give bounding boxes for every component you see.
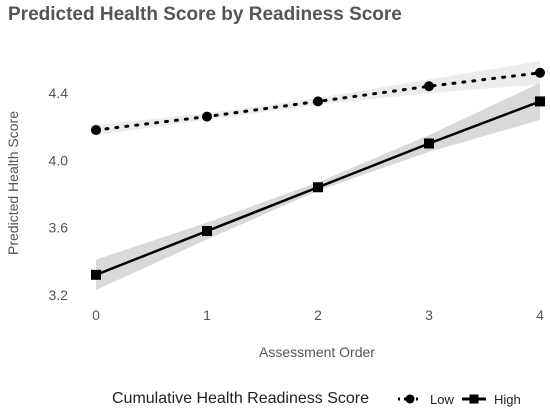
legend-title: Cumulative Health Readiness Score bbox=[112, 390, 369, 407]
y-tick-label: 4.4 bbox=[49, 85, 69, 101]
point-low-0 bbox=[91, 125, 101, 136]
point-low-4 bbox=[535, 67, 545, 78]
y-axis-ticks: 3.2 3.6 4.0 4.4 bbox=[49, 85, 69, 303]
point-low-1 bbox=[202, 111, 212, 122]
y-axis-title: Predicted Health Score bbox=[5, 111, 21, 255]
point-high-3 bbox=[424, 138, 434, 149]
series-line-low bbox=[94, 71, 542, 132]
x-tick-label: 4 bbox=[536, 307, 544, 323]
point-low-2 bbox=[313, 96, 323, 107]
series-markers bbox=[91, 67, 545, 280]
y-tick-label: 3.6 bbox=[49, 220, 69, 236]
x-tick-label: 0 bbox=[92, 307, 100, 323]
point-high-2 bbox=[313, 182, 323, 193]
y-tick-label: 4.0 bbox=[49, 152, 69, 168]
point-high-4 bbox=[535, 96, 545, 107]
legend-low-marker bbox=[405, 394, 415, 404]
legend: Cumulative Health Readiness Score Low Hi… bbox=[112, 390, 521, 407]
x-tick-label: 2 bbox=[314, 307, 322, 323]
legend-label-low: Low bbox=[430, 392, 454, 407]
legend-high-marker bbox=[469, 394, 479, 404]
point-high-1 bbox=[202, 226, 212, 237]
x-tick-label: 3 bbox=[425, 307, 433, 323]
point-low-3 bbox=[424, 81, 434, 92]
confidence-ribbons bbox=[96, 61, 540, 290]
legend-label-high: High bbox=[494, 392, 521, 407]
x-axis-ticks: 0 1 2 3 4 bbox=[92, 307, 544, 323]
point-high-0 bbox=[91, 269, 101, 280]
chart-title: Predicted Health Score by Readiness Scor… bbox=[8, 4, 402, 25]
x-axis-title: Assessment Order bbox=[259, 344, 375, 360]
x-tick-label: 1 bbox=[203, 307, 211, 323]
y-tick-label: 3.2 bbox=[49, 287, 69, 303]
